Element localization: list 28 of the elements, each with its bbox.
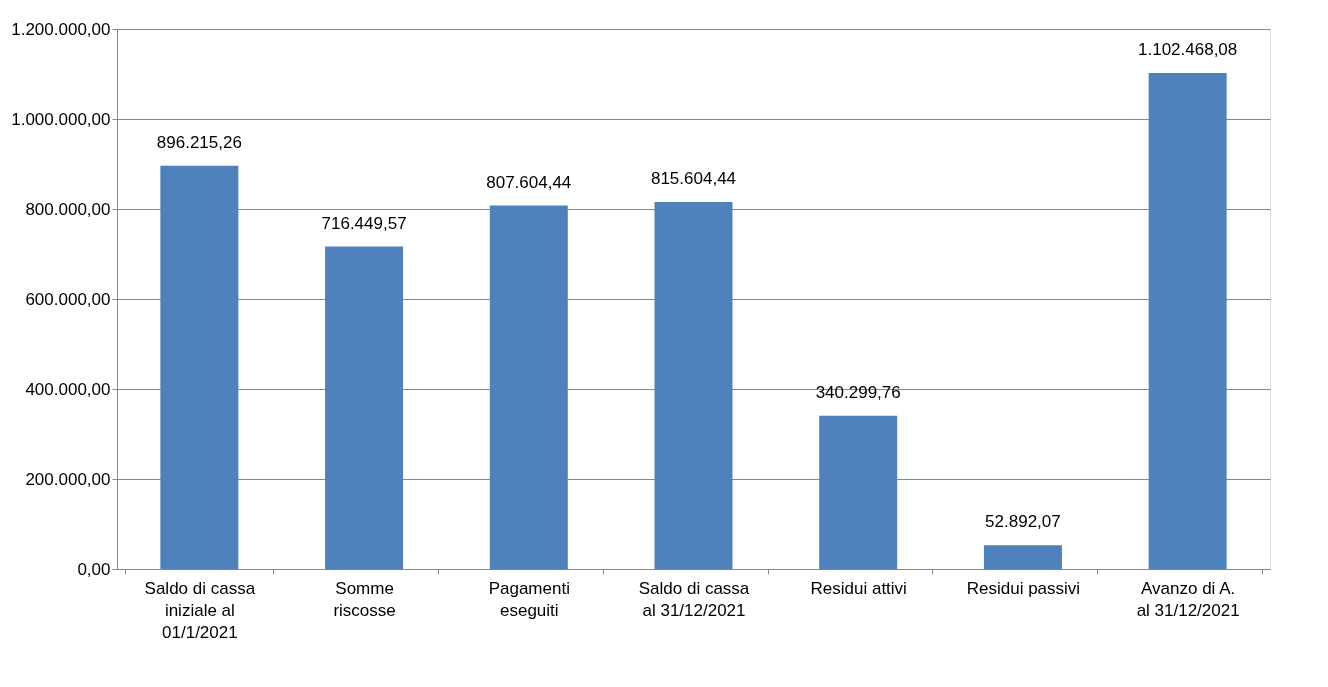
y-tick-label: 0,00 (77, 559, 111, 579)
bar (1148, 72, 1227, 569)
x-tick-label: Somme riscosse (333, 578, 396, 620)
data-label: 716.449,57 (321, 213, 407, 233)
y-tick-label: 200.000,00 (25, 469, 111, 489)
x-tick-label: Saldo di cassa al 31/12/2021 (638, 578, 750, 620)
x-tick-label: Pagamenti eseguiti (488, 578, 570, 620)
x-tick-label: Avanzo di A. al 31/12/2021 (1136, 578, 1240, 620)
data-label: 52.892,07 (985, 512, 1061, 532)
y-tick-label: 1.200.000,00 (11, 19, 111, 39)
bar (325, 246, 404, 569)
x-tick-label: Saldo di cassa iniziale al 01/1/2021 (144, 578, 256, 642)
y-tick-label: 800.000,00 (25, 199, 111, 219)
bar (654, 201, 733, 569)
bar (489, 205, 568, 569)
bar (819, 415, 898, 569)
bar (983, 545, 1062, 569)
x-tick-label: Residui passivi (966, 578, 1081, 598)
data-label: 340.299,76 (815, 382, 901, 402)
data-label: 1.102.468,08 (1138, 39, 1238, 59)
y-tick-label: 600.000,00 (25, 289, 111, 309)
data-label: 807.604,44 (486, 172, 572, 192)
y-tick-label: 400.000,00 (25, 379, 111, 399)
bar (160, 165, 239, 569)
y-tick-label: 1.000.000,00 (11, 109, 111, 129)
x-tick-label: Residui attivi (810, 578, 907, 598)
data-label: 896.215,26 (156, 132, 242, 152)
data-label: 815.604,44 (650, 168, 737, 188)
